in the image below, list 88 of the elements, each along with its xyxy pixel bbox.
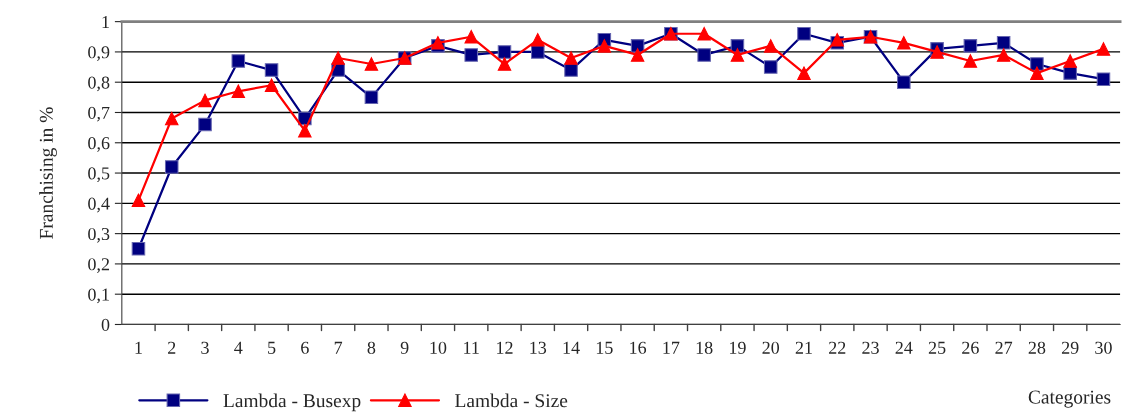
x-tick-label: 19 bbox=[729, 341, 746, 354]
x-tick-label: 20 bbox=[762, 341, 780, 354]
x-tick-label: 16 bbox=[630, 341, 647, 354]
point bbox=[198, 117, 212, 132]
y-tick-label: 0 bbox=[101, 318, 110, 331]
x-tick-label: 14 bbox=[563, 341, 580, 354]
point bbox=[963, 54, 978, 68]
point bbox=[564, 63, 578, 77]
x-tick-label: 22 bbox=[829, 341, 846, 354]
x-tick-label: 11 bbox=[464, 341, 479, 354]
point bbox=[464, 48, 478, 62]
x-tick-label: 15 bbox=[596, 341, 613, 354]
x-tick-label: 17 bbox=[663, 341, 680, 354]
y-tick-label: 0,2 bbox=[88, 258, 110, 273]
x-tick-label: 23 bbox=[862, 341, 879, 354]
x-tick-label: 26 bbox=[962, 341, 979, 354]
point bbox=[697, 26, 711, 41]
point bbox=[797, 26, 811, 41]
x-tick-label: 27 bbox=[995, 341, 1013, 354]
y-tick-label: 0,7 bbox=[88, 106, 110, 122]
x-tick-label: 2 bbox=[168, 341, 176, 354]
point bbox=[331, 51, 345, 65]
x-tick-label: 25 bbox=[928, 341, 946, 354]
x-tick-label: 6 bbox=[301, 341, 309, 354]
point bbox=[298, 123, 312, 138]
x-tick-label: 8 bbox=[367, 341, 376, 354]
point bbox=[164, 111, 179, 126]
point bbox=[164, 160, 179, 174]
legend-label: Lambda - Busexp bbox=[223, 393, 361, 412]
point bbox=[531, 33, 545, 47]
x-tick-label: 5 bbox=[268, 341, 276, 354]
point bbox=[897, 36, 911, 50]
point bbox=[730, 48, 745, 62]
point bbox=[464, 30, 478, 44]
y-tick-label: 0,5 bbox=[88, 167, 110, 183]
y-tick-label: 0,1 bbox=[88, 288, 109, 304]
point bbox=[597, 39, 612, 53]
point bbox=[797, 66, 811, 80]
point bbox=[264, 78, 279, 92]
point bbox=[763, 60, 778, 74]
point bbox=[1096, 42, 1111, 56]
legend-label: Lambda - Size bbox=[455, 393, 568, 408]
x-tick-label: 12 bbox=[497, 341, 513, 354]
point bbox=[996, 36, 1011, 50]
y-tick-label: 0,8 bbox=[88, 76, 110, 92]
x-tick-label: 24 bbox=[895, 341, 913, 354]
point bbox=[697, 48, 711, 62]
point bbox=[996, 48, 1011, 62]
point bbox=[231, 84, 246, 99]
y-axis-title: Franchising in % bbox=[39, 107, 57, 239]
point bbox=[1030, 66, 1044, 80]
x-tick-label: 30 bbox=[1095, 341, 1112, 354]
point bbox=[630, 48, 645, 62]
point bbox=[763, 39, 778, 53]
point bbox=[1063, 66, 1077, 80]
point bbox=[1096, 72, 1111, 86]
x-tick-label: 9 bbox=[400, 341, 409, 354]
y-tick-label: 1 bbox=[102, 15, 109, 28]
x-tick-label: 13 bbox=[530, 341, 547, 354]
y-tick-label: 0,3 bbox=[88, 227, 110, 243]
point bbox=[364, 57, 379, 71]
x-tick-label: 4 bbox=[234, 341, 243, 354]
x-axis-title: Categories bbox=[1028, 390, 1111, 408]
point bbox=[531, 45, 545, 59]
point bbox=[131, 193, 146, 208]
x-tick-label: 7 bbox=[334, 341, 343, 354]
x-tick-label: 28 bbox=[1028, 341, 1046, 354]
x-tick-label: 3 bbox=[201, 341, 209, 354]
x-tick-label: 18 bbox=[696, 341, 713, 354]
point bbox=[897, 75, 911, 89]
point bbox=[497, 45, 512, 59]
point bbox=[963, 39, 978, 53]
point bbox=[264, 63, 279, 77]
x-tick-label: 10 bbox=[430, 341, 447, 354]
point bbox=[364, 90, 379, 105]
point bbox=[131, 242, 146, 256]
y-tick-label: 0,4 bbox=[88, 197, 110, 213]
y-tick-label: 0,6 bbox=[88, 137, 110, 152]
x-tick-label: 29 bbox=[1061, 341, 1079, 354]
point bbox=[497, 57, 512, 71]
x-tick-label: 1 bbox=[135, 341, 142, 354]
point bbox=[1030, 57, 1044, 71]
point bbox=[198, 93, 212, 108]
x-tick-label: 21 bbox=[795, 341, 812, 354]
point bbox=[564, 51, 578, 65]
point bbox=[231, 54, 246, 68]
point bbox=[1063, 54, 1077, 68]
y-tick-label: 0,9 bbox=[88, 46, 110, 61]
